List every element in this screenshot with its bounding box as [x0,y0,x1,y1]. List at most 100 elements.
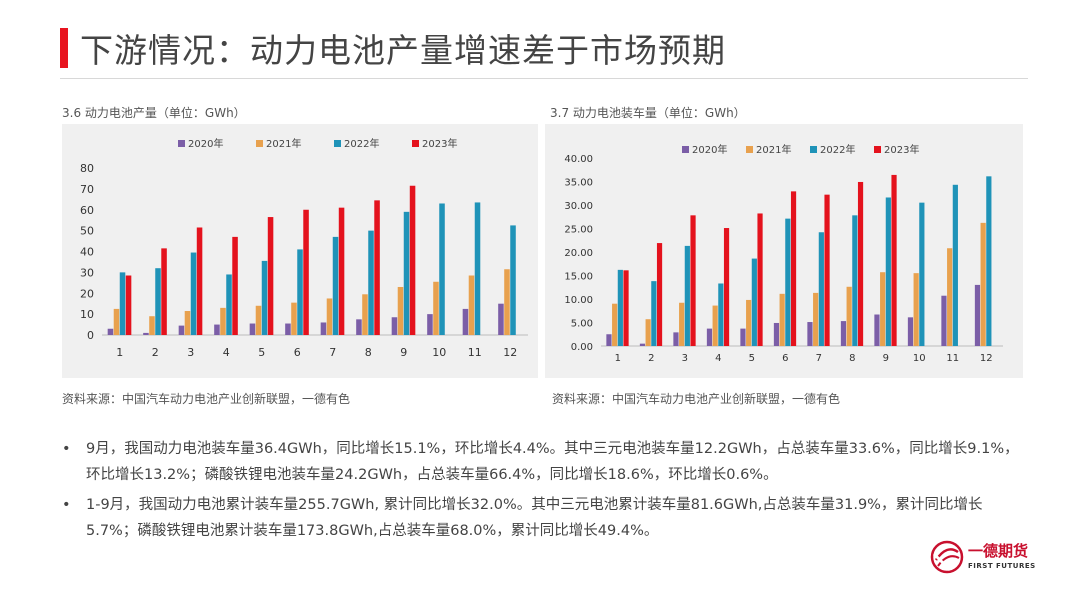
bar-2023年-6 [303,209,309,335]
legend-swatch-2022年 [334,140,341,147]
bar-2020年-8 [356,319,362,335]
bar-2020年-4 [214,324,220,335]
bar-2020年-7 [320,322,327,335]
bar-2022年-2 [651,281,657,346]
bar-2023年-7 [824,194,830,346]
bullet-dot: • [62,497,71,513]
bullet-dot: • [62,441,71,457]
bar-2020年-9 [391,317,398,335]
bar-2022年-1 [617,269,623,346]
bar-2021年-7 [813,292,819,346]
legend-label: 2020年 [188,137,223,150]
logo-name-en: FIRST FUTURES [968,562,1036,570]
bar-2021年-9 [880,272,886,346]
chart1-caption: 3.6 动力电池产量（单位：GWh） [62,106,246,120]
bar-2020年-5 [249,323,256,335]
bar-2022年-2 [155,268,161,335]
legend-label: 2022年 [820,143,855,156]
chart2-panel: 2020年 2021年 2022年 2023年 0.00 5.00 10.00 15.00 20… [545,124,1023,378]
bar-2021年-12 [504,269,510,335]
bar-2022年-8 [852,215,858,346]
legend-label: 2021年 [756,143,791,156]
bar-2020年-11 [941,295,947,346]
bar-2022年-7 [332,236,339,335]
bar-2022年-6 [297,249,303,335]
bar-2021年-4 [220,307,226,335]
bar-2022年-5 [261,260,268,335]
bar-2022年-11 [474,202,481,335]
bar-2022年-9 [885,197,891,346]
x-tick-label: 4 [715,353,721,364]
y-tick-label: 5.00 [571,319,593,330]
x-tick-label: 7 [329,346,336,359]
bar-2020年-10 [907,317,914,346]
legend-label: 2021年 [266,137,301,150]
x-tick-label: 6 [294,346,301,359]
bar-2020年-9 [874,314,880,346]
bar-2021年-4 [712,305,718,346]
bar-2023年-2 [656,243,663,346]
bar-2023年-8 [857,181,864,346]
y-tick-label: 25.00 [564,225,593,236]
x-tick-label: 3 [682,353,688,364]
bar-2022年-4 [718,283,724,346]
bar-2021年-5 [255,305,262,335]
x-tick-label: 8 [849,353,855,364]
company-logo: 一德期货 FIRST FUTURES [930,538,1040,578]
bar-2022年-3 [684,245,690,346]
bar-2021年-11 [947,248,953,346]
x-tick-label: 9 [883,353,889,364]
bar-2021年-3 [679,302,685,346]
x-tick-label: 10 [432,346,446,359]
bar-2020年-12 [974,284,981,346]
chart2-caption: 3.7 动力电池装车量（单位：GWh） [550,106,746,120]
legend-swatch-2021年 [746,146,753,153]
bar-2023年-9 [891,174,897,346]
bar-2022年-8 [368,230,374,335]
chart1-source: 资料来源：中国汽车动力电池产业创新联盟，一德有色 [62,392,351,406]
bar-2021年-7 [326,298,333,335]
bar-2021年-9 [397,286,404,335]
y-tick-label: 30.00 [564,201,593,212]
bar-2021年-10 [433,281,439,335]
bar-2021年-11 [468,275,475,335]
x-tick-label: 6 [782,353,788,364]
logo-name-cn: 一德期货 [968,542,1029,560]
x-tick-label: 12 [503,346,517,359]
bar-2021年-1 [113,308,120,335]
summary-bullets: • 9月，我国动力电池装车量36.4GWh，同比增长15.1%，环比增长4.4%… [62,436,1022,548]
x-tick-label: 1 [116,346,123,359]
x-tick-label: 12 [980,353,993,364]
bar-2021年-8 [362,294,368,335]
bar-2023年-4 [723,228,730,346]
page-title: 下游情况：动力电池产量增速差于市场预期 [80,31,726,70]
bar-2022年-9 [403,211,410,335]
bar-2022年-4 [226,274,232,335]
bar-2022年-10 [439,203,445,335]
title-divider [60,78,1028,79]
bar-2022年-1 [119,272,126,335]
bar-2022年-12 [986,176,992,346]
bar-2022年-5 [751,258,757,346]
bar-2023年-1 [125,275,132,335]
bar-2023年-6 [790,191,797,346]
bullet-text: 9月，我国动力电池装车量36.4GWh，同比增长15.1%，环比增长4.4%。其… [86,441,1019,483]
y-tick-label: 15.00 [564,272,593,283]
y-tick-label: 10.00 [564,295,593,306]
bar-2023年-5 [267,217,274,335]
bar-2020年-11 [462,308,469,335]
logo-globe-icon [930,540,964,574]
bar-2023年-9 [409,185,416,335]
x-tick-label: 4 [223,346,230,359]
x-tick-label: 11 [946,353,959,364]
bar-2023年-5 [757,213,763,346]
bullet-item-2: • 1-9月，我国动力电池累计装车量255.7GWh, 累计同比增长32.0%。… [62,492,1022,544]
bullet-text: 1-9月，我国动力电池累计装车量255.7GWh, 累计同比增长32.0%。其中… [86,497,983,539]
y-tick-label: 60 [80,204,94,217]
title-accent-bar [60,28,68,68]
y-tick-label: 20 [80,287,94,300]
bar-2021年-6 [291,302,297,335]
bar-2022年-6 [785,218,791,346]
bar-2020年-12 [498,303,504,335]
